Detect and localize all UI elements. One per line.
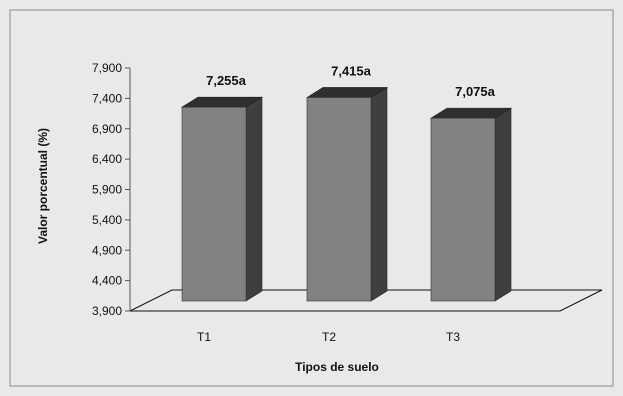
- x-tick-label: T3: [446, 330, 460, 344]
- chart-floor: [129, 289, 603, 312]
- x-tick-label: T1: [197, 330, 211, 344]
- y-tick-label: 7,400: [92, 91, 122, 105]
- y-axis-ticks: 3,900 4,400 4,900 5,400 5,900 6,400 6,900 7,400…: [92, 61, 130, 318]
- bar-side: [245, 96, 263, 302]
- bar-front: [181, 106, 247, 302]
- bar-front: [430, 117, 496, 302]
- y-tick-label: 5,900: [92, 183, 122, 197]
- bars-group: 7,255a 7,415a 7,075a: [180, 63, 513, 302]
- x-axis-ticks: T1 T2 T3: [197, 330, 460, 344]
- x-axis-title: Tipos de suelo: [295, 360, 379, 374]
- y-tick-label: 6,900: [92, 122, 122, 136]
- data-label: 7,255a: [206, 73, 247, 88]
- data-label: 7,415a: [331, 63, 372, 78]
- y-tick-label: 7,900: [92, 61, 122, 75]
- y-tick-label: 5,400: [92, 213, 122, 227]
- data-label: 7,075a: [455, 84, 496, 99]
- bar: [305, 86, 389, 302]
- bar: [180, 96, 264, 302]
- y-axis-title: Valor porcentual (%): [36, 128, 50, 244]
- bar: [429, 107, 513, 302]
- y-tick-label: 6,400: [92, 152, 122, 166]
- y-tick-label: 4,400: [92, 274, 122, 288]
- bar-front: [306, 97, 372, 302]
- y-tick-label: 3,900: [92, 304, 122, 318]
- bar-side: [370, 86, 388, 302]
- x-tick-label: T2: [322, 330, 336, 344]
- y-tick-label: 4,900: [92, 243, 122, 257]
- bar-side: [494, 107, 512, 302]
